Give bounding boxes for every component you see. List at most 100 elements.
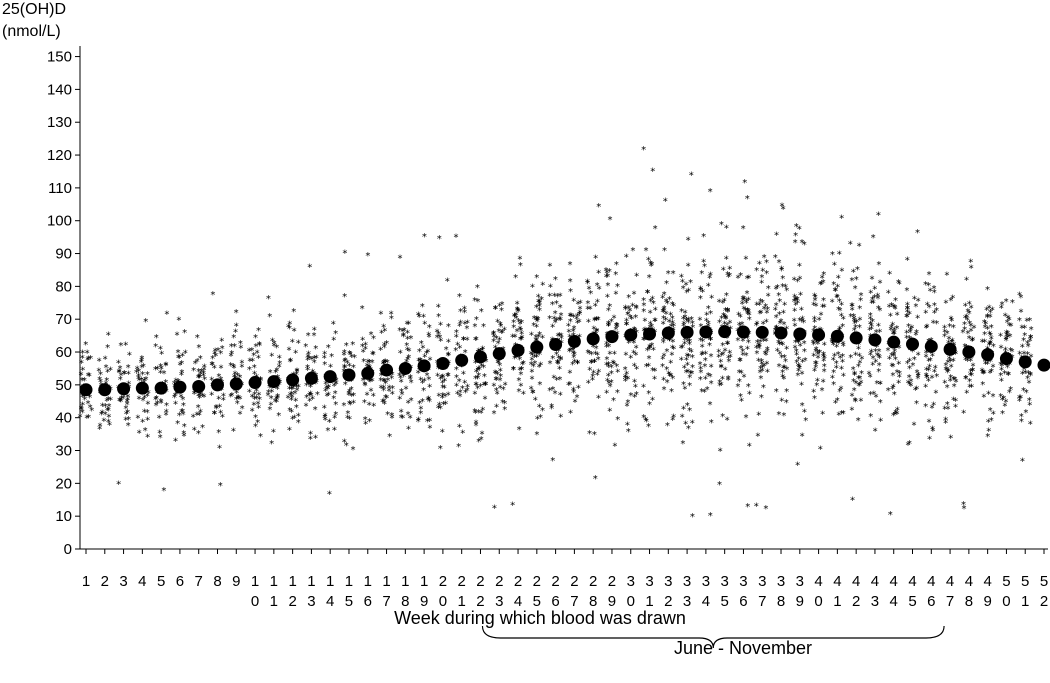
data-point: * — [783, 282, 789, 293]
data-point: * — [81, 376, 87, 387]
data-point: * — [529, 283, 535, 294]
data-point: * — [252, 413, 258, 424]
data-point: * — [427, 356, 433, 367]
data-point: * — [585, 304, 591, 315]
data-point: * — [256, 341, 262, 352]
mean-point — [906, 337, 920, 351]
data-point: * — [699, 350, 705, 361]
data-point: * — [381, 343, 387, 354]
data-point: * — [180, 407, 186, 418]
mean-point — [661, 326, 675, 340]
data-point: * — [627, 306, 633, 317]
data-point: * — [980, 380, 986, 391]
data-point: * — [291, 382, 297, 393]
data-point: * — [554, 316, 560, 327]
data-point: * — [868, 412, 874, 423]
data-point: * — [534, 353, 540, 364]
data-point: * — [604, 292, 610, 303]
data-point: * — [397, 326, 403, 337]
data-point: * — [830, 339, 836, 350]
data-point: * — [606, 360, 612, 371]
data-point: * — [949, 317, 955, 328]
data-point: * — [1028, 333, 1034, 344]
data-point: * — [914, 368, 920, 379]
data-point: * — [379, 329, 385, 340]
data-point: * — [953, 350, 959, 361]
data-point: * — [140, 362, 146, 373]
data-point: * — [540, 334, 546, 345]
data-point: * — [625, 398, 631, 409]
data-point: * — [159, 350, 165, 361]
data-point: * — [848, 312, 854, 323]
data-point: * — [829, 337, 835, 348]
data-point: * — [829, 336, 835, 347]
data-point: * — [311, 358, 317, 369]
data-point: * — [907, 364, 913, 375]
data-point: * — [944, 271, 950, 282]
data-point: * — [831, 368, 837, 379]
data-point: * — [697, 375, 703, 386]
data-point: * — [567, 277, 573, 288]
data-point: * — [460, 429, 466, 440]
data-point: * — [346, 361, 352, 372]
data-point: * — [370, 392, 376, 403]
data-point: * — [813, 363, 819, 374]
data-point: * — [765, 305, 771, 316]
data-point: * — [683, 368, 689, 379]
data-point: * — [856, 352, 862, 363]
data-point: * — [652, 305, 658, 316]
data-point: * — [1006, 370, 1012, 381]
data-point: * — [366, 377, 372, 388]
data-point: * — [381, 399, 387, 410]
data-point: * — [624, 320, 630, 331]
data-point: * — [293, 403, 299, 414]
data-point: * — [163, 378, 169, 389]
data-point: * — [831, 280, 837, 291]
data-point: * — [309, 355, 315, 366]
data-point: * — [415, 311, 421, 322]
data-point: * — [140, 396, 146, 407]
data-point: * — [476, 365, 482, 376]
data-point: * — [689, 363, 695, 374]
data-point: * — [634, 272, 640, 283]
mean-point — [398, 361, 412, 375]
data-point: * — [812, 359, 818, 370]
data-point: * — [702, 374, 708, 385]
data-point: * — [558, 412, 564, 423]
data-point: * — [423, 349, 429, 360]
data-point: * — [1004, 363, 1010, 374]
data-point: * — [851, 317, 857, 328]
data-point: * — [892, 355, 898, 366]
data-point: * — [594, 327, 600, 338]
data-point: * — [333, 400, 339, 411]
data-point: * — [813, 347, 819, 358]
data-point: * — [1019, 457, 1025, 468]
data-point: * — [289, 408, 295, 419]
mean-point — [924, 339, 938, 353]
data-point: * — [1002, 402, 1008, 413]
data-point: * — [663, 309, 669, 320]
data-point: * — [313, 344, 319, 355]
data-point: * — [537, 300, 543, 311]
data-point: * — [234, 388, 240, 399]
data-point: * — [628, 354, 634, 365]
data-point: * — [761, 253, 767, 264]
data-point: * — [794, 351, 800, 362]
data-point: * — [799, 314, 805, 325]
data-point: * — [251, 400, 257, 411]
data-point: * — [859, 354, 865, 365]
data-point: * — [776, 258, 782, 269]
data-point: * — [849, 301, 855, 312]
data-point: * — [631, 362, 637, 373]
data-point: * — [199, 392, 205, 403]
data-point: * — [911, 421, 917, 432]
data-point: * — [641, 335, 647, 346]
data-point: * — [1008, 385, 1014, 396]
data-point: * — [236, 393, 242, 404]
data-point: * — [926, 281, 932, 292]
data-point: * — [290, 385, 296, 396]
data-point: * — [968, 322, 974, 333]
data-point: * — [722, 320, 728, 331]
